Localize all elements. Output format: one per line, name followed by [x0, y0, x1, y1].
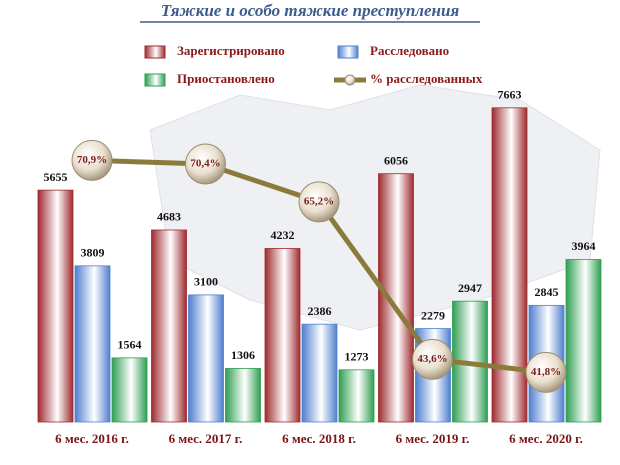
x-tick-label: 6 мес. 2020 г. [509, 431, 583, 446]
bar [151, 229, 187, 423]
legend-swatch [144, 73, 166, 87]
value-label: 2947 [458, 281, 482, 295]
bar [565, 259, 602, 423]
bar [301, 323, 338, 423]
chart-title: Тяжкие и особо тяжкие преступления [161, 1, 460, 20]
bar [378, 173, 414, 423]
line-marker [298, 181, 340, 223]
x-tick-label: 6 мес. 2016 г. [55, 431, 129, 446]
legend-label: Расследовано [370, 43, 449, 58]
value-label: 1564 [118, 338, 142, 352]
value-label: 2279 [421, 308, 445, 322]
line-marker [525, 351, 567, 393]
line-marker [412, 338, 453, 380]
bar [188, 294, 224, 423]
legend-label: Зарегистрировано [177, 43, 285, 58]
value-label: 7663 [498, 88, 522, 102]
bar [225, 368, 261, 423]
x-tick-label: 6 мес. 2018 г. [282, 431, 356, 446]
value-label: 1273 [345, 350, 369, 364]
value-label: 3964 [572, 239, 596, 253]
value-label: 70,4% [190, 158, 220, 170]
bar [491, 107, 528, 423]
legend-label: Приостановлено [177, 71, 275, 86]
value-label: 4683 [157, 210, 181, 224]
value-label: 65,2% [304, 195, 334, 207]
legend-swatch [344, 74, 356, 86]
bar [74, 265, 111, 423]
value-label: 2386 [308, 304, 332, 318]
value-label: 41,8% [531, 366, 561, 378]
value-label: 43,6% [417, 353, 447, 365]
value-label: 1306 [231, 348, 255, 362]
value-label: 4232 [271, 228, 295, 242]
bar [264, 248, 301, 423]
value-label: 5655 [44, 170, 68, 184]
background-map [149, 84, 601, 331]
x-tick-label: 6 мес. 2019 г. [396, 431, 470, 446]
line-marker [185, 143, 226, 185]
value-label: 3809 [81, 246, 105, 260]
value-label: 2845 [535, 285, 559, 299]
legend-swatch [144, 45, 166, 59]
value-label: 6056 [384, 153, 408, 167]
bar [37, 189, 74, 423]
line-marker [71, 139, 113, 181]
x-tick-label: 6 мес. 2017 г. [169, 431, 243, 446]
legend-swatch [337, 45, 359, 59]
value-label: 70,9% [77, 154, 107, 166]
bar [111, 357, 148, 423]
value-label: 3100 [194, 275, 218, 289]
bar [338, 369, 375, 423]
legend-label: % расследованных [370, 71, 483, 86]
